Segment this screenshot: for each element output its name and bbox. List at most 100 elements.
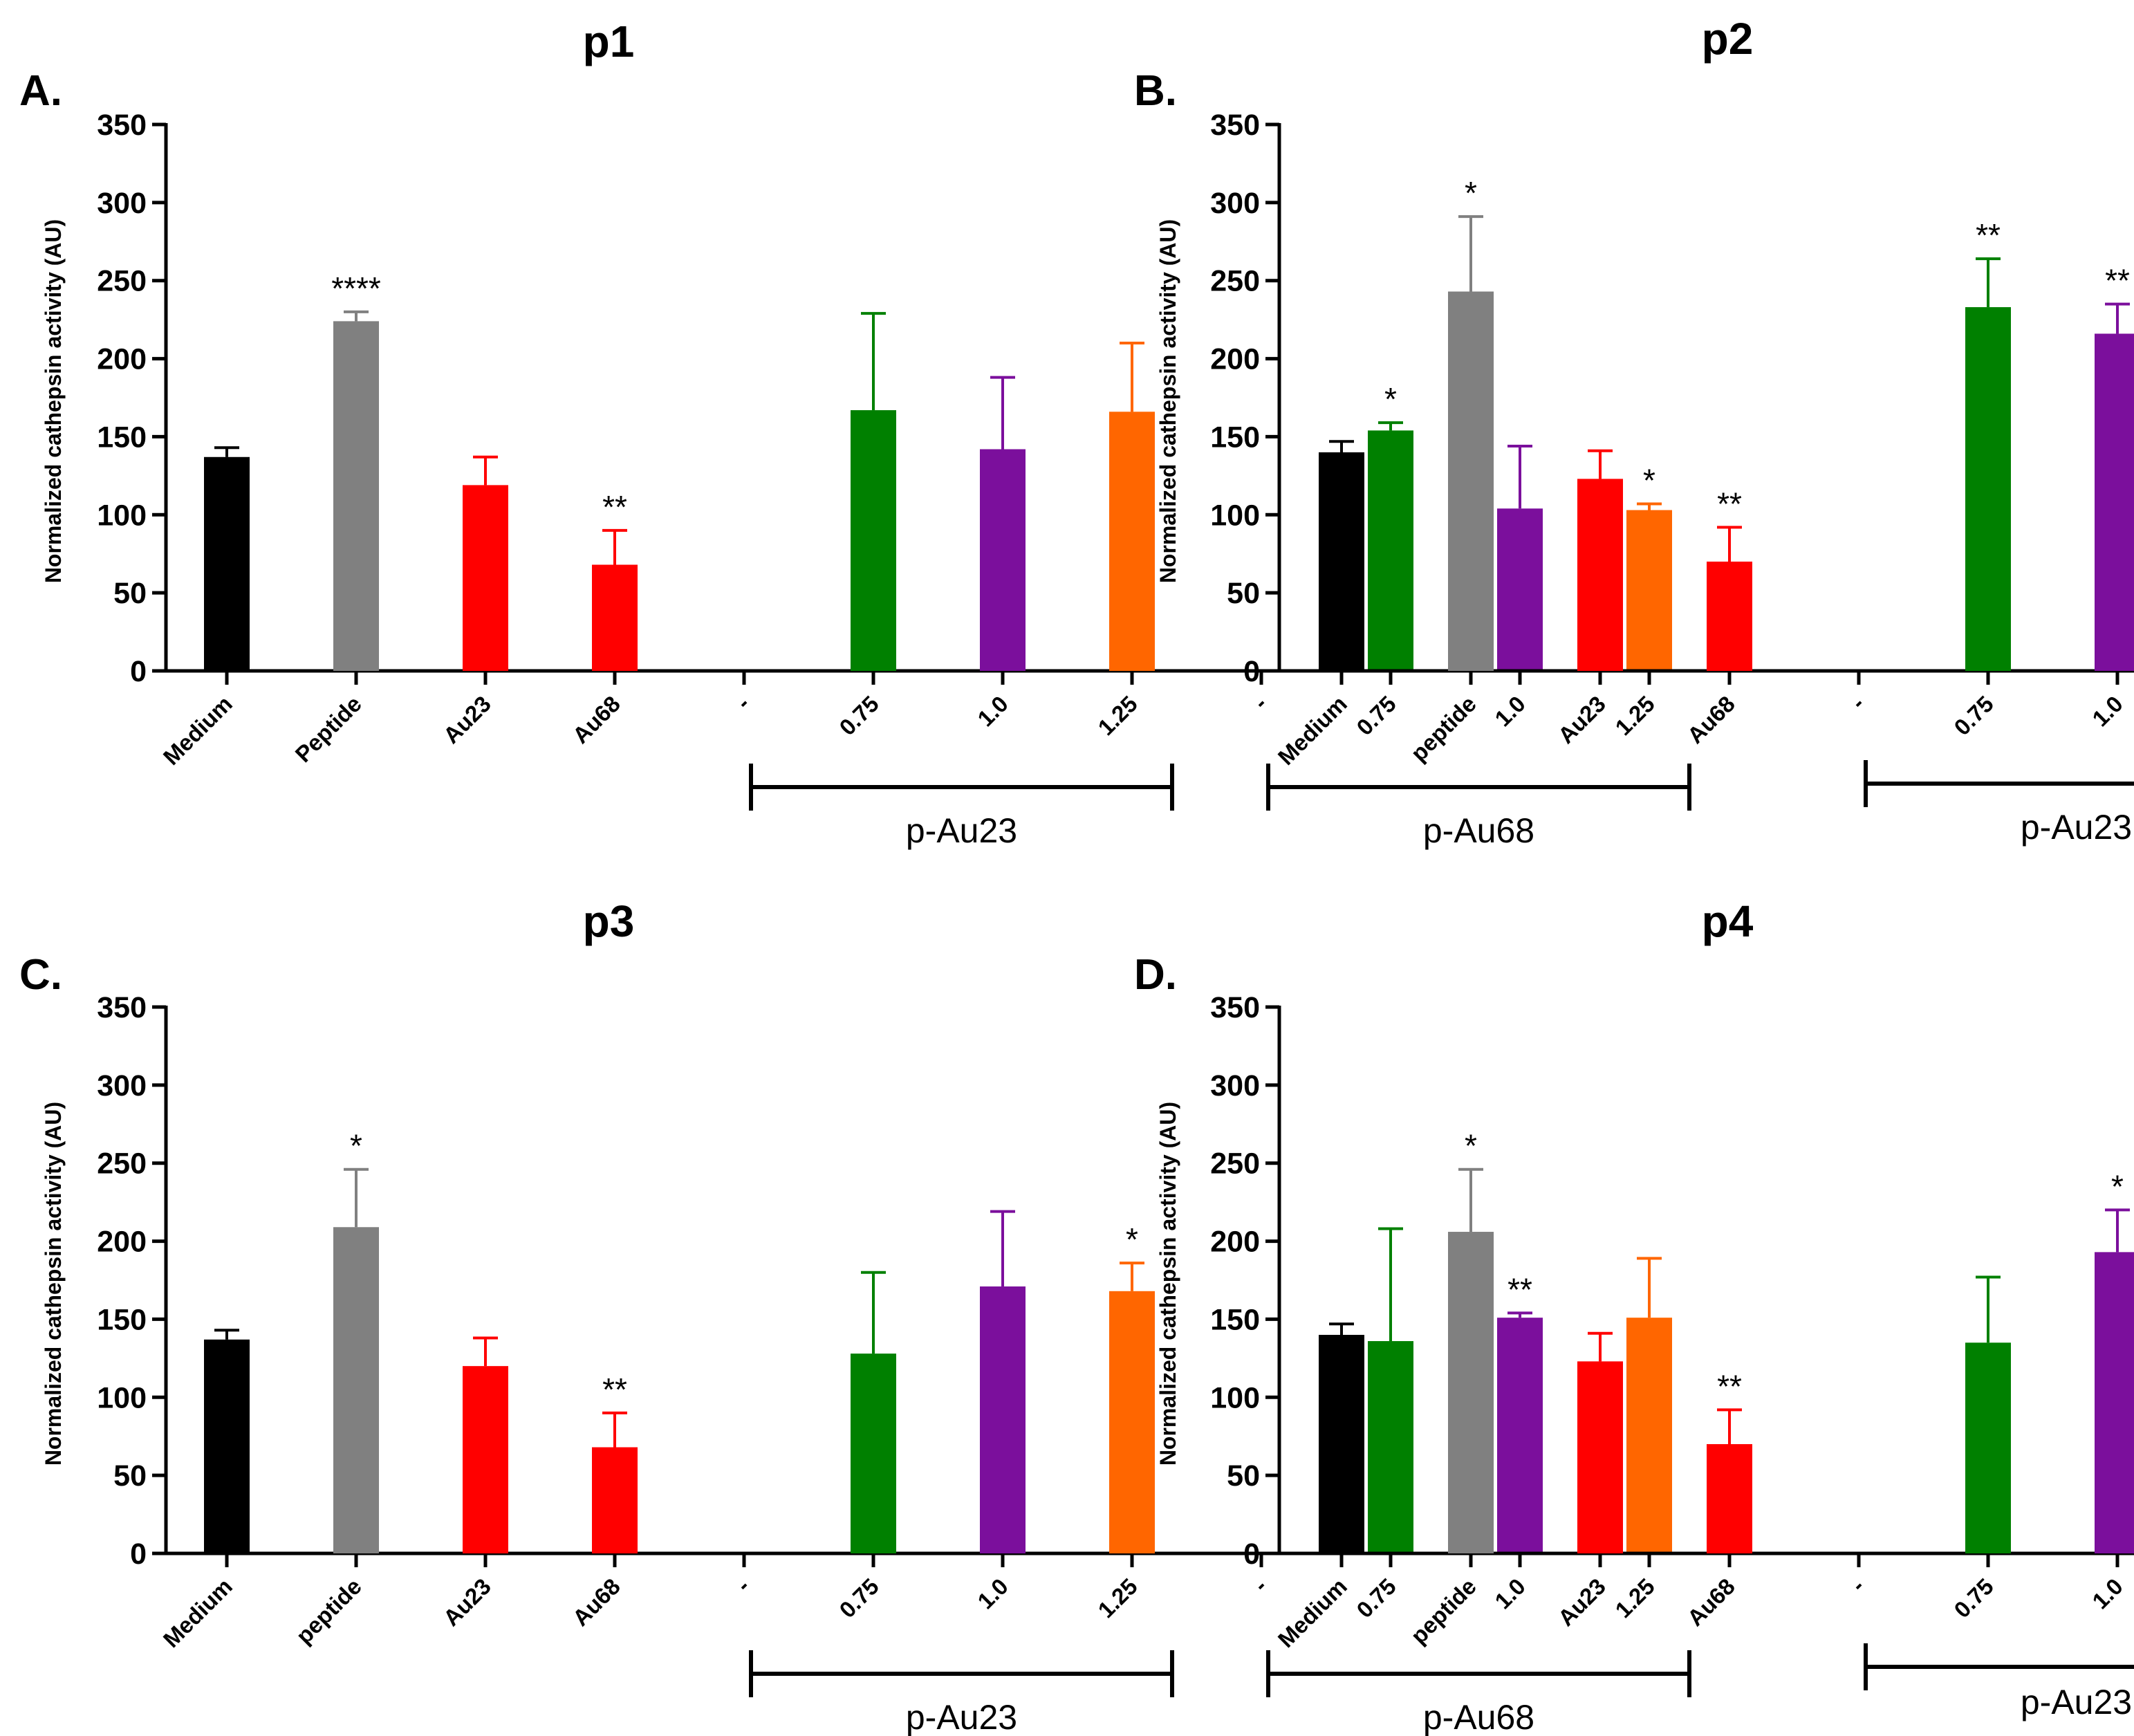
x-tick-label: 1.25 [1610,691,1660,741]
x-tick-label: - [1846,691,1869,714]
bar-1.0 [980,1286,1026,1553]
x-tick-label: 0.75 [1351,1573,1401,1623]
bar-peptide [333,1227,379,1553]
group-label: p-Au23 [2021,808,2132,847]
bar-Au23 [463,485,508,671]
significance-label: * [1126,1221,1138,1257]
y-tick-label: 0 [130,655,147,688]
group-label: p-Au23 [906,1698,1017,1736]
x-tick-label: Au23 [1553,1573,1611,1631]
chart-title: p2 [1702,14,1754,64]
x-tick-label: 0.75 [834,1573,884,1623]
y-tick-label: 150 [1210,421,1260,454]
x-tick-label: 1.25 [1610,1573,1660,1623]
x-tick-label: 1.0 [972,1573,1013,1614]
bar-1.0 [1497,508,1543,671]
bar-0.75 [1965,307,2011,672]
bar-Au23 [1577,479,1623,671]
y-tick-label: 150 [97,421,147,454]
significance-label: * [1465,175,1477,211]
x-tick-label: 0.75 [1351,691,1401,741]
y-tick-label: 0 [130,1538,147,1571]
bar-0.75 [851,1354,896,1553]
x-tick-label: - [731,1573,754,1597]
bar-0.75 [851,410,896,671]
bar-0.75 [1368,430,1413,671]
bar-peptide [1448,1232,1494,1553]
x-tick-label: Medium [158,1573,237,1652]
bar-Au68 [592,564,638,671]
y-tick-label: 200 [97,1226,147,1259]
panel-letter: C. [19,951,62,999]
x-tick-label: 1.25 [1093,691,1142,741]
x-tick-label: 0.75 [1949,1573,1998,1623]
y-tick-label: 50 [1227,577,1260,610]
significance-label: ** [1976,217,2001,253]
x-tick-label: Au68 [1682,691,1740,748]
significance-label: * [1465,1128,1477,1164]
y-tick-label: 250 [1210,265,1260,298]
bar-1.0 [980,449,1026,671]
y-tick-label: 350 [1210,109,1260,142]
x-tick-label: 1.0 [2087,1573,2128,1614]
x-tick-label: Au68 [1682,1573,1740,1631]
bar-Au68 [1707,1444,1752,1553]
y-tick-label: 300 [1210,187,1260,220]
x-tick-label: Au23 [438,1573,496,1631]
bar-Au23 [463,1366,508,1553]
significance-label: ** [1507,1271,1532,1307]
x-tick-label: 1.0 [1490,691,1530,732]
y-tick-label: 200 [1210,1226,1260,1259]
bar-Medium [204,456,250,671]
group-label: p-Au23 [906,811,1017,850]
y-tick-label: 250 [1210,1147,1260,1181]
x-tick-label: peptide [291,1573,367,1649]
y-tick-label: 200 [1210,343,1260,376]
bar-0.75 [1965,1342,2011,1553]
y-tick-label: 350 [97,109,147,142]
panel-letter: D. [1134,951,1177,999]
bar-1.0 [2095,1252,2134,1553]
y-tick-label: 150 [1210,1303,1260,1336]
bar-Medium [1319,1335,1364,1553]
y-tick-label: 100 [97,1381,147,1414]
group-label: p-Au23 [2021,1683,2132,1721]
x-tick-label: Au68 [568,691,625,748]
significance-label: **** [331,270,381,306]
y-tick-label: 0 [1243,655,1260,688]
y-axis-label: Normalized cathepsin activity (AU) [41,1102,66,1466]
significance-label: ** [1717,486,1742,521]
bar-peptide [1448,291,1494,671]
y-tick-label: 250 [97,265,147,298]
x-tick-label: 1.0 [1490,1573,1530,1614]
y-tick-label: 150 [97,1303,147,1336]
bar-Au23 [1577,1361,1623,1553]
significance-label: * [1643,462,1655,498]
significance-label: ** [1717,1368,1742,1404]
significance-label: * [2111,1168,2124,1204]
x-tick-label: 1.25 [1093,1573,1142,1623]
y-axis-label: Normalized cathepsin activity (AU) [1156,1102,1180,1466]
bar-1.0 [2095,333,2134,671]
y-tick-label: 250 [97,1147,147,1181]
x-tick-label: Medium [1273,691,1352,770]
y-tick-label: 100 [1210,1381,1260,1414]
x-tick-label: Medium [1273,1573,1352,1652]
bar-Peptide [333,321,379,671]
bar-Au68 [592,1447,638,1553]
x-tick-label: 1.0 [972,691,1013,732]
y-tick-label: 200 [97,343,147,376]
bar-1.25 [1626,510,1672,671]
x-tick-label: Medium [158,691,237,770]
x-tick-label: Au68 [568,1573,625,1631]
x-tick-label: - [1846,1573,1869,1597]
x-tick-label: - [731,691,754,714]
panel-letter: A. [19,67,62,115]
panel-letter: B. [1134,67,1177,115]
bar-Medium [204,1339,250,1553]
group-label: p-Au68 [1423,811,1534,850]
y-tick-label: 350 [1210,991,1260,1024]
x-tick-label: - [1248,691,1272,714]
x-tick-label: Peptide [290,691,366,767]
